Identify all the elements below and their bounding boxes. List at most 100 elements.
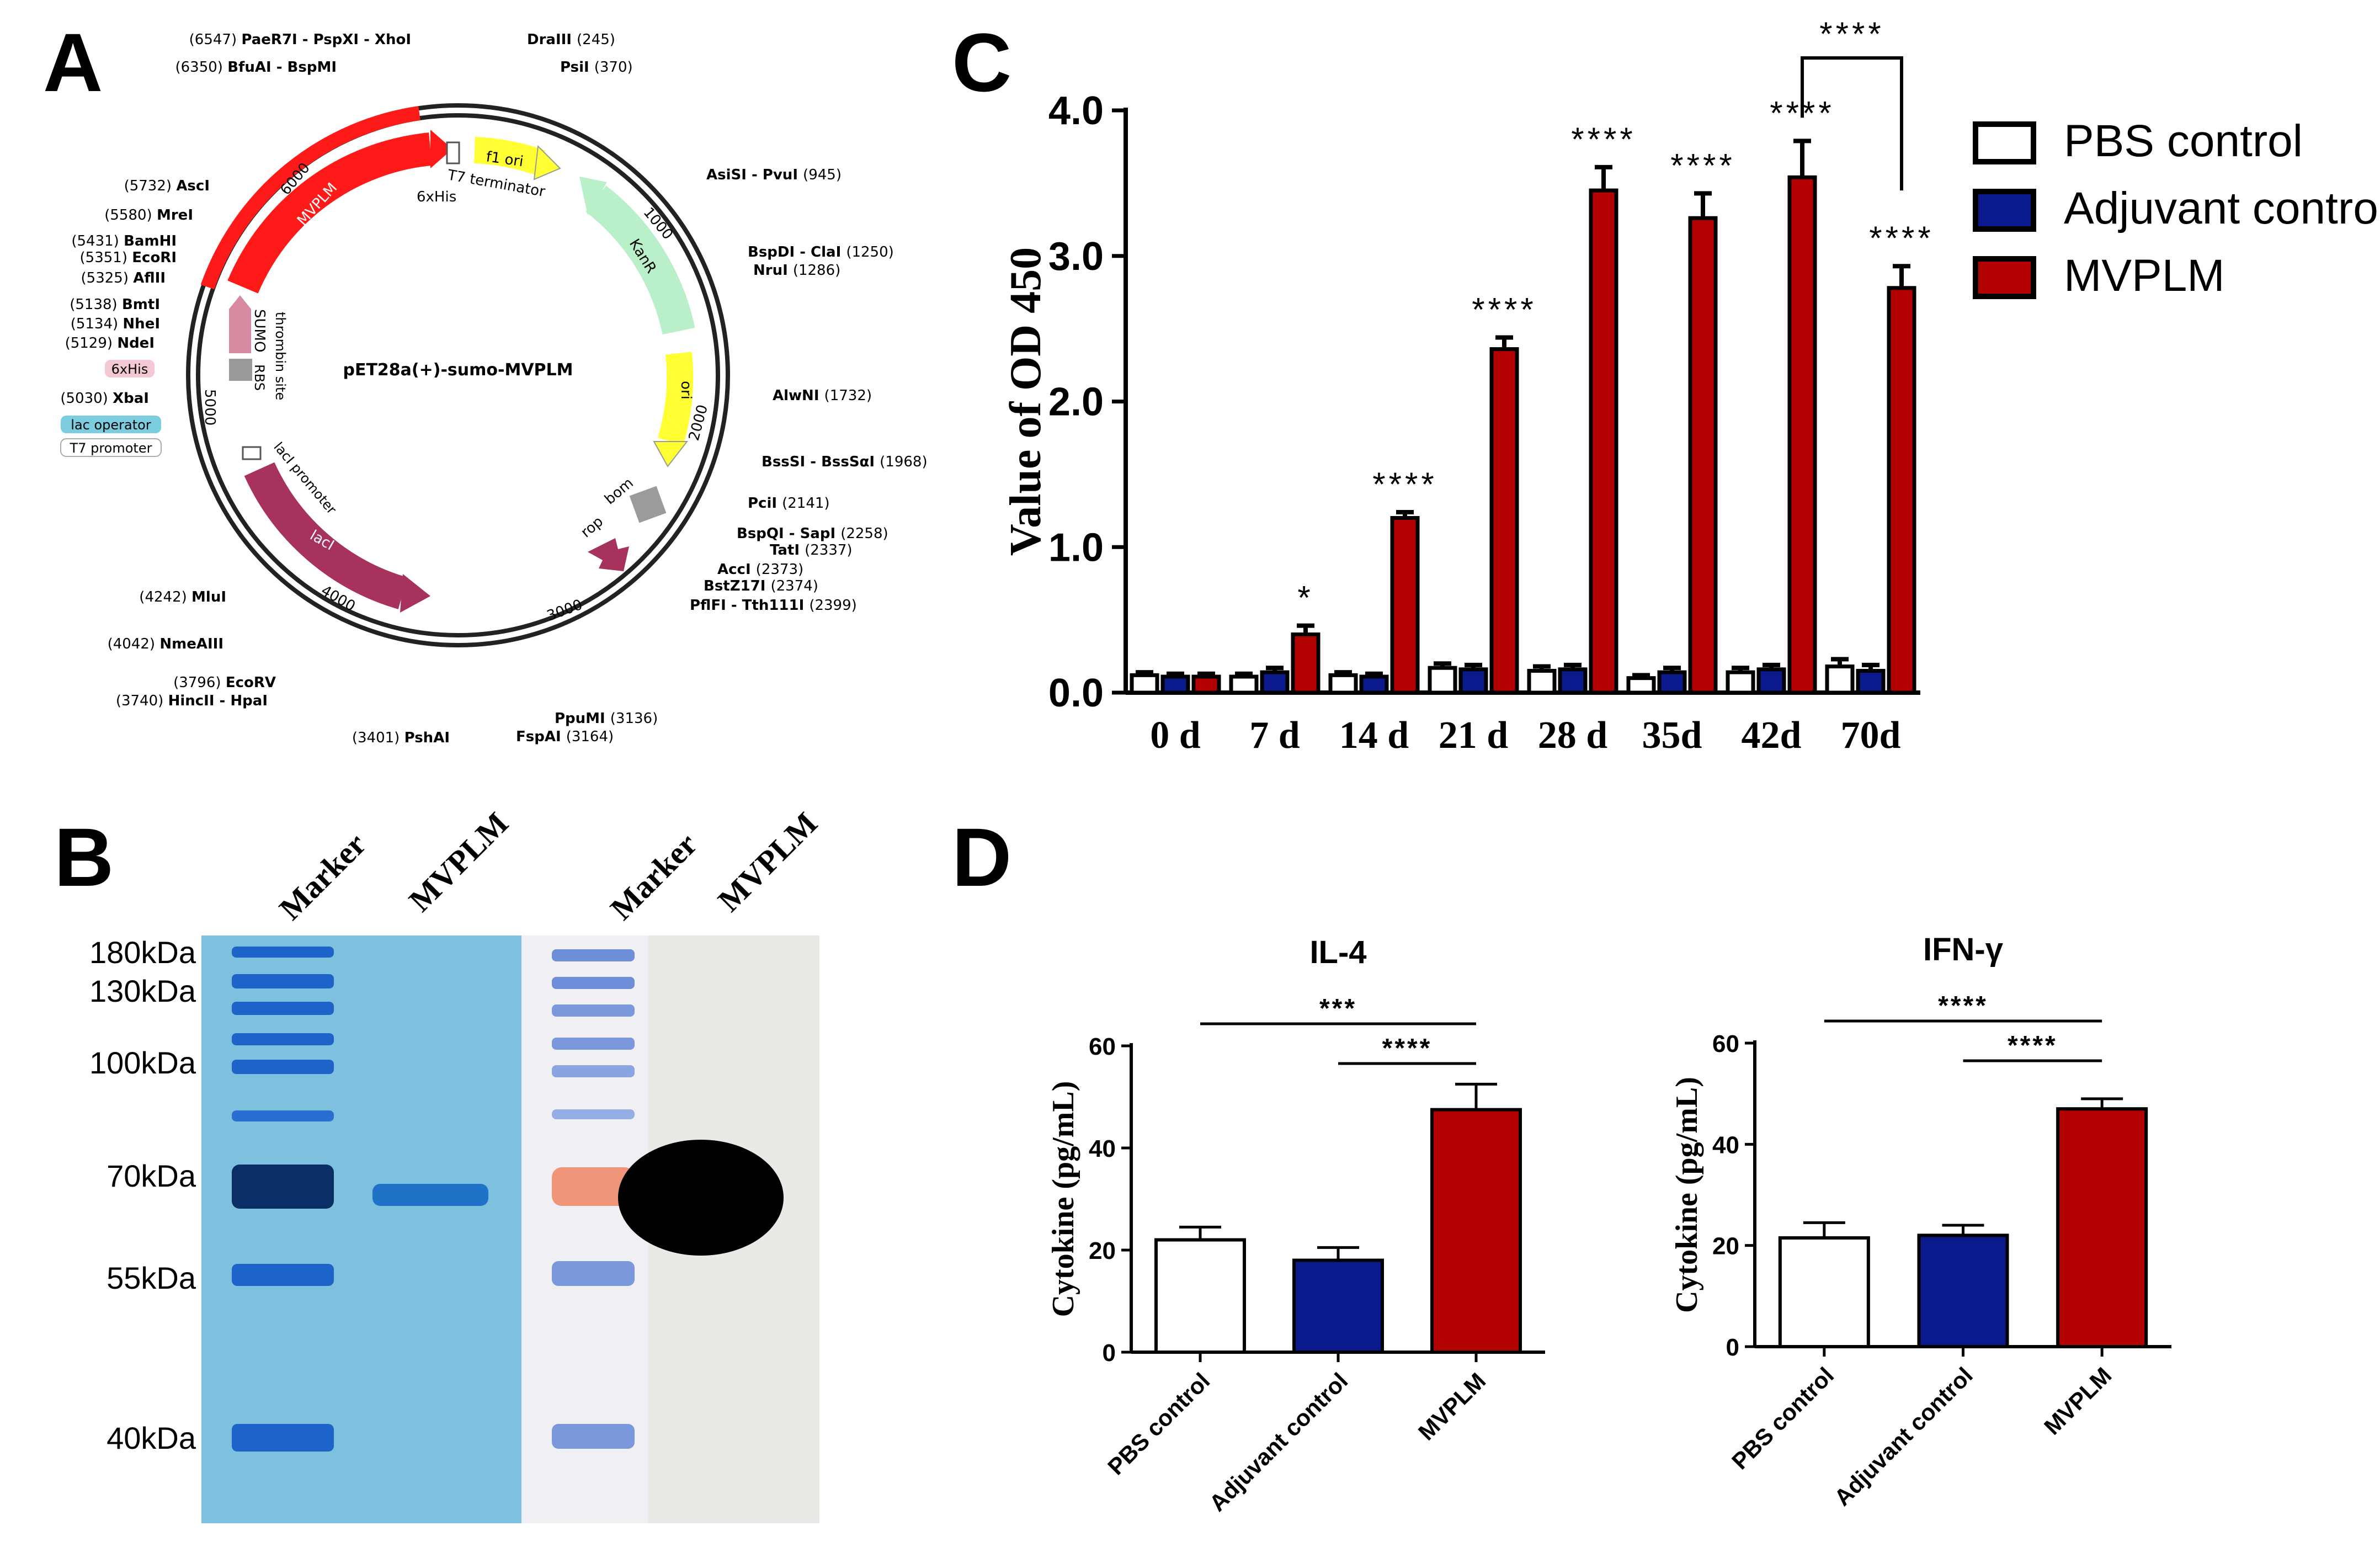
restriction-site-label: AlwNI (1732) [773, 387, 872, 404]
y-tick-label: 60 [1089, 1033, 1116, 1060]
restriction-site-label: (5580) MreI [104, 207, 193, 224]
kanr-arrow [585, 185, 695, 335]
mw-label: 70kDa [107, 1158, 196, 1193]
gel-marker-band-55 [232, 1264, 334, 1286]
his-tag-badge-text: 6xHis [111, 362, 148, 377]
gel-marker-band [232, 1110, 334, 1121]
bar-mvplm [1390, 516, 1420, 695]
mw-label: 55kDa [107, 1261, 196, 1295]
plasmid-name: pET28a(+)-sumo-MVPLM [343, 360, 573, 380]
bar-adjuvant-control [1292, 1258, 1384, 1354]
y-axis-title: Value of OD 450 [1002, 247, 1050, 556]
bar-pbs-control [1154, 1238, 1246, 1354]
restriction-site-label: (3740) HincII - HpaI [116, 693, 268, 709]
gel-lane-label: Marker [272, 826, 373, 927]
y-tick-label: 0 [1726, 1334, 1739, 1361]
chart-title: IL-4 [1309, 934, 1366, 970]
chart-il4: 0 20 40 60 IL-4 Cytokine (pg/mL) PBS controlAd… [1046, 934, 1545, 1516]
lac-operator-badge [61, 416, 161, 433]
restriction-site-label: (5134) NheI [71, 316, 160, 332]
feature-rop-label: rop [578, 513, 606, 541]
y-tick-label: 4.0 [1048, 89, 1104, 133]
restriction-site-label: PciI (2141) [748, 495, 830, 512]
gel-lane-label: MVPLM [711, 805, 824, 918]
gel-lane-label: MVPLM [402, 805, 515, 918]
restriction-site-label: (5030) XbaI [60, 390, 149, 407]
x-tick-label: MVPLM [1413, 1368, 1490, 1445]
restriction-site-label: (5138) BmtI [70, 296, 160, 313]
mvplm-backbone-arc [200, 106, 420, 290]
y-tick-label: 20 [1712, 1233, 1739, 1260]
gel-marker-band [232, 1033, 334, 1045]
bom-box [629, 486, 667, 523]
ori-arrow [657, 352, 694, 445]
mvplm-arrow-head [430, 130, 452, 168]
y-tick-label: 1.0 [1048, 525, 1104, 570]
x-tick-label: 14 d [1339, 714, 1409, 757]
wb-marker-band-55 [552, 1261, 635, 1286]
chart-title: IFN-γ [1923, 932, 2004, 967]
gel-mvplm-band [372, 1184, 488, 1206]
chart-ifng: 0 20 40 60 IFN-γ Cytokine (pg/mL) PBS controlA… [1670, 932, 2171, 1511]
laci-arrow [244, 462, 408, 609]
legend-label: Adjuvant control [2064, 183, 2380, 233]
sumo-head [229, 295, 251, 309]
kanr-head [579, 177, 607, 215]
y-tick-label: 40 [1089, 1135, 1116, 1162]
wb-marker-band [552, 1109, 635, 1119]
gel-lane-label: Marker [603, 826, 704, 927]
wb-marker-band [552, 977, 635, 989]
y-tick-label: 60 [1712, 1030, 1739, 1057]
x-tick-label: 35d [1642, 714, 1702, 757]
legend-label: PBS control [2064, 116, 2303, 166]
restriction-site-label: PsiI (370) [560, 59, 633, 76]
restriction-site-label: AsiSI - PvuI (945) [706, 167, 842, 183]
bar-pbs-control [1726, 670, 1755, 695]
y-tick-label: 3.0 [1048, 235, 1104, 279]
gel-marker-band [232, 1002, 334, 1015]
rop-arrow [588, 538, 629, 571]
bar-pbs-control [1778, 1236, 1870, 1349]
bar-adjuvant-control [1558, 667, 1588, 695]
x-tick-label: 7 d [1249, 714, 1300, 757]
rbs-box [229, 359, 252, 381]
restriction-site-label: BspDI - ClaI (1250) [748, 244, 894, 261]
bar-mvplm [1489, 347, 1519, 695]
gel-marker-band [232, 974, 334, 988]
wb-marker-band [552, 1038, 635, 1050]
significance-label: * [1297, 580, 1313, 616]
chart-od450: 0.0 1.0 2.0 3.0 4.0 Value of OD 450 0 d 7 d * 14 … [1002, 15, 2380, 757]
feature-bom-label: bom [601, 475, 637, 508]
panel-label-c: C [952, 16, 1011, 109]
bar-mvplm [2056, 1107, 2148, 1348]
significance-bracket-label: **** [1382, 1034, 1433, 1063]
lac-operator-badge-text: lac operator [71, 417, 151, 433]
significance-label: **** [1372, 466, 1437, 503]
significance-bracket [1801, 56, 1903, 191]
laci-promoter-box [242, 446, 262, 460]
y-tick-label: 2.0 [1048, 380, 1104, 424]
panel-label-b: B [54, 811, 114, 903]
bar-adjuvant-control [1856, 668, 1886, 695]
bar-adjuvant-control [1458, 667, 1488, 695]
restriction-site-label: BssSI - BssSαI (1968) [762, 454, 928, 470]
restriction-site-label: AccI (2373) [717, 561, 803, 578]
x-tick-label: Adjuvant control [1204, 1368, 1353, 1516]
bar-pbs-control [1825, 664, 1855, 695]
f1-ori-arrow [473, 137, 545, 176]
bar-mvplm [1787, 175, 1817, 695]
bar-mvplm [1887, 286, 1916, 695]
restriction-site-label: (3796) EcoRV [173, 674, 276, 691]
mw-label: 180kDa [89, 935, 196, 970]
restriction-site-labels: DraIII (245) PsiI (370) AsiSI - PvuI (945)… [60, 31, 927, 746]
plasmid-backbone-inner [190, 108, 726, 643]
mw-label: 40kDa [107, 1421, 196, 1455]
wb-mvplm-band [618, 1140, 784, 1256]
restriction-site-label: (5351) EcoRI [80, 249, 177, 266]
wb-marker-band-40 [552, 1424, 635, 1449]
restriction-site-label: BspQI - SapI (2258) [737, 525, 888, 542]
bar-adjuvant-control [1160, 674, 1190, 695]
bar-mvplm [1291, 632, 1321, 695]
mw-label: 130kDa [89, 974, 196, 1008]
restriction-site-label: BstZ17I (2374) [704, 578, 818, 594]
